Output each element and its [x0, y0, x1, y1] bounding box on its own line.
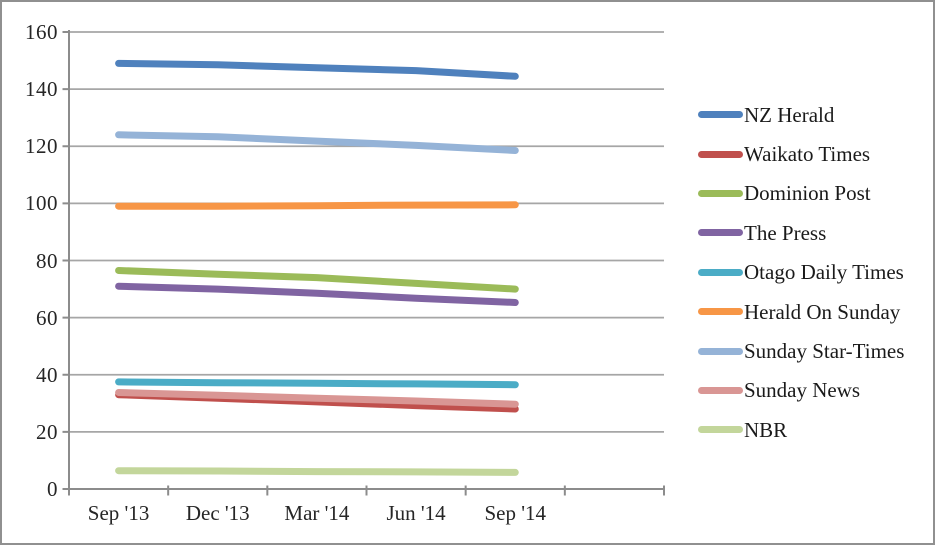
gridlines	[69, 31, 664, 490]
legend-label: Sunday Star-Times	[744, 339, 905, 364]
legend-label: NBR	[744, 417, 788, 442]
y-axis-label-100: 100	[25, 191, 58, 216]
legend-label: Herald On Sunday	[744, 299, 901, 324]
legend-swatch-icon	[698, 386, 743, 394]
legend-label: Dominion Post	[744, 181, 871, 206]
series-line-nz-herald	[115, 59, 519, 80]
legend-label: Waikato Times	[744, 142, 871, 167]
y-axis-label-0: 0	[47, 477, 58, 501]
y-axis-label-160: 160	[25, 20, 58, 44]
x-axis-label-sep-13: Sep '13	[87, 501, 150, 525]
legend-swatch-icon	[698, 189, 743, 197]
series-line-sunday-news	[115, 389, 519, 408]
x-axis-label-sep-14: Sep '14	[484, 501, 547, 525]
x-axis-label-mar-14: Mar '14	[284, 501, 350, 525]
legend-label: NZ Herald	[744, 102, 835, 127]
legend-label: Otago Daily Times	[744, 260, 904, 285]
y-axis-label-60: 60	[36, 305, 58, 330]
series-line-herald-on-sunday	[115, 201, 519, 210]
legend-item-sunday-news: Sunday News	[698, 371, 904, 410]
series-line-sunday-star-times	[115, 131, 519, 154]
legend-swatch-icon	[698, 268, 743, 276]
y-axis-label-20: 20	[36, 419, 58, 444]
legend-swatch-icon	[698, 150, 743, 158]
series-line-the-press	[115, 282, 519, 306]
legend-item-nz-herald: NZ Herald	[698, 95, 904, 134]
legend-item-nbr: NBR	[698, 410, 904, 449]
legend-swatch-icon	[698, 308, 743, 316]
legend-swatch-icon	[698, 347, 743, 355]
legend-item-the-press: The Press	[698, 213, 904, 252]
x-axis-label-dec-13: Dec '13	[185, 501, 250, 525]
legend-label: Sunday News	[744, 378, 861, 403]
legend-item-sunday-star-times: Sunday Star-Times	[698, 331, 904, 370]
legend-swatch-icon	[698, 111, 743, 119]
legend-label: The Press	[744, 220, 827, 245]
series-line-dominion-post	[115, 267, 519, 293]
axes	[68, 30, 664, 492]
series-line-nbr	[115, 467, 519, 476]
y-axis-label-140: 140	[25, 77, 58, 102]
legend-item-dominion-post: Dominion Post	[698, 174, 904, 213]
axis-ticks	[62, 31, 665, 496]
y-axis-label-120: 120	[25, 134, 58, 159]
y-axis-label-80: 80	[36, 248, 58, 273]
y-axis-label-40: 40	[36, 362, 58, 387]
legend-swatch-icon	[698, 426, 743, 434]
legend-item-waikato-times: Waikato Times	[698, 134, 904, 173]
series-line-otago-daily-times	[115, 378, 519, 389]
legend-item-herald-on-sunday: Herald On Sunday	[698, 292, 904, 331]
x-axis-label-jun-14: Jun '14	[386, 501, 446, 525]
legend-swatch-icon	[698, 229, 743, 237]
legend: NZ Herald Waikato Times Dominion Post The P…	[698, 95, 904, 450]
legend-item-otago-daily-times: Otago Daily Times	[698, 253, 904, 292]
series-lines	[115, 59, 519, 476]
